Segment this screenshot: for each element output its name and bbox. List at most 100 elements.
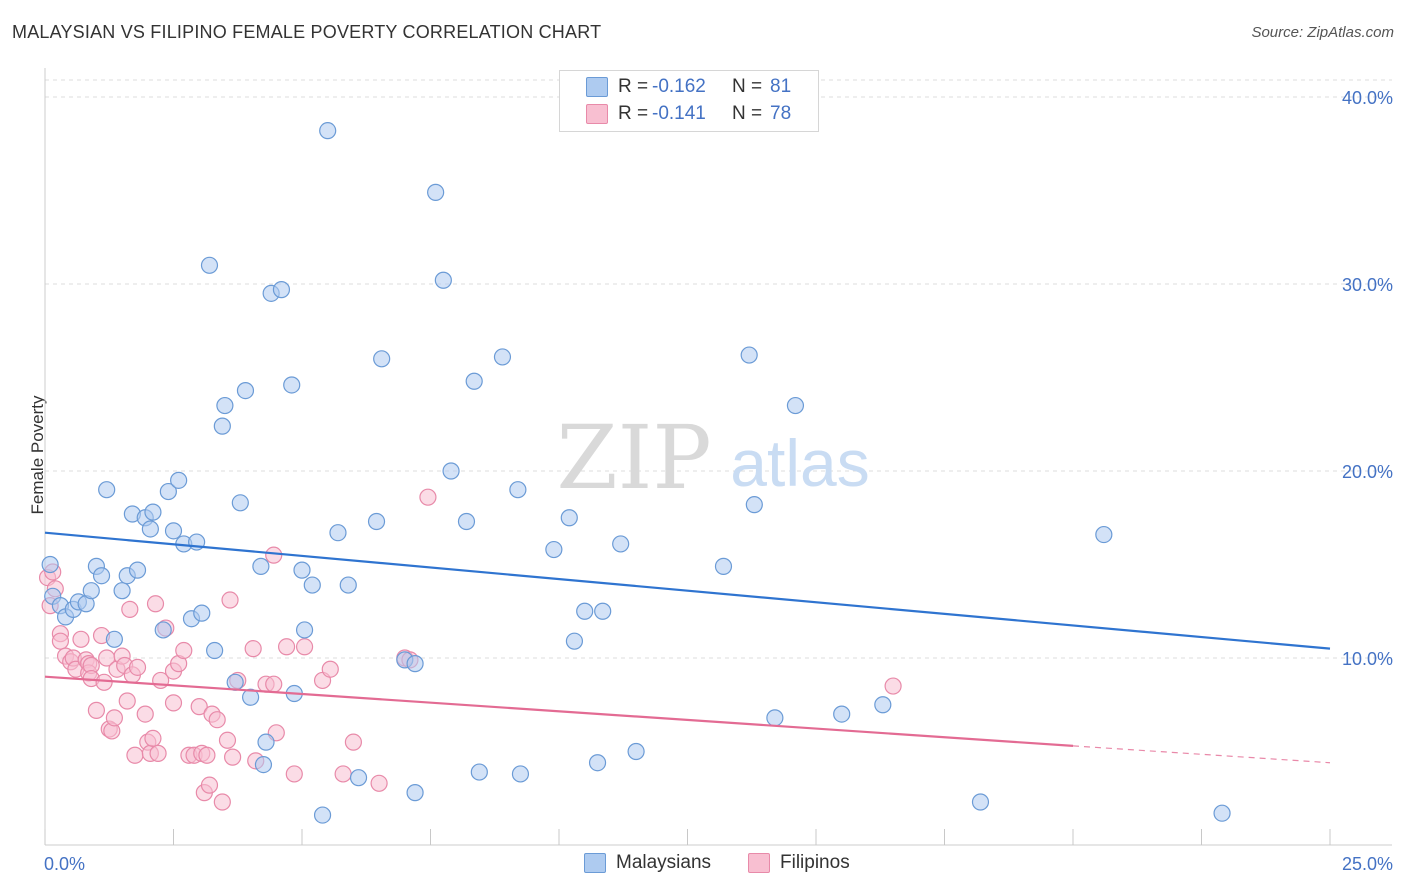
malaysians-point xyxy=(367,512,386,531)
y-tick-label: 40.0% xyxy=(1342,88,1393,108)
tick-labels: 10.0% 20.0% 30.0% 40.0% 0.0% 25.0% xyxy=(44,88,1393,874)
malaysians-point xyxy=(193,604,211,622)
malaysians-point xyxy=(373,350,391,368)
filipinos-point xyxy=(144,729,162,748)
malaysians-point xyxy=(141,520,159,538)
malaysians-point xyxy=(200,256,219,274)
filipinos-point xyxy=(370,774,388,792)
malaysians-point xyxy=(560,509,578,527)
filipinos-points xyxy=(38,488,902,811)
malaysians-point xyxy=(92,567,111,585)
filipinos-point xyxy=(884,677,902,695)
malaysians-point xyxy=(231,494,249,512)
y-tick-label: 10.0% xyxy=(1342,649,1393,669)
filipinos-point xyxy=(344,733,362,751)
filipinos-point xyxy=(136,705,154,723)
malaysians-point xyxy=(1213,804,1231,822)
filipinos-point xyxy=(164,694,183,712)
malaysians-point xyxy=(128,561,147,579)
filipinos-point xyxy=(200,776,219,794)
malaysians-point xyxy=(206,641,224,660)
malaysians-trend-line xyxy=(44,531,1331,650)
filipinos-point xyxy=(208,711,226,729)
filipinos-point xyxy=(175,641,193,660)
malaysians-point xyxy=(545,540,563,559)
correlation-legend: R = -0.162 N = 81 R = -0.141 N = 78 xyxy=(559,70,819,132)
malaysians-point xyxy=(406,655,424,673)
malaysians-point xyxy=(293,561,311,579)
malaysians-point xyxy=(766,709,784,727)
malaysians-point xyxy=(786,396,805,415)
legend-n-label: N = xyxy=(732,103,763,124)
malaysians-point xyxy=(113,582,131,600)
malaysians-point xyxy=(272,281,291,299)
malaysians-point xyxy=(442,462,460,480)
malaysians-point xyxy=(329,524,347,542)
legend-n-label: N = xyxy=(732,76,763,97)
malaysians-point xyxy=(509,481,527,499)
filipinos-point xyxy=(213,793,231,811)
malaysians-point xyxy=(252,557,270,575)
legend-item-filipinos[interactable]: Filipinos xyxy=(748,852,850,874)
filipinos-point xyxy=(265,675,283,693)
filipinos-point xyxy=(295,638,314,656)
malaysians-point xyxy=(339,576,357,594)
filipinos-point xyxy=(218,731,237,749)
malaysians-point xyxy=(588,754,607,772)
malaysians-point xyxy=(164,522,183,540)
filipinos-point xyxy=(72,630,90,648)
malaysians-point xyxy=(105,630,123,648)
x-tick-label: 25.0% xyxy=(1342,854,1393,874)
malaysians-point xyxy=(257,733,275,751)
legend-r-label: R = xyxy=(618,103,649,124)
malaysians-point xyxy=(313,806,332,824)
filipinos-point xyxy=(334,765,352,783)
filipinos-trend-extension xyxy=(1072,745,1331,764)
legend-label-malaysians: Malaysians xyxy=(616,852,712,873)
malaysians-points xyxy=(41,122,1231,824)
malaysians-point xyxy=(82,582,100,600)
malaysians-point xyxy=(170,471,188,489)
legend-swatch-filipinos xyxy=(586,104,608,124)
filipinos-point xyxy=(87,701,106,719)
malaysians-point xyxy=(226,673,244,691)
filipinos-point xyxy=(221,591,239,609)
malaysians-point xyxy=(565,632,584,650)
malaysians-point xyxy=(98,481,116,499)
filipinos-point xyxy=(51,632,70,650)
malaysians-point xyxy=(457,512,476,531)
malaysians-point xyxy=(144,503,162,521)
malaysians-point xyxy=(319,122,337,140)
filipinos-point xyxy=(419,488,437,506)
chart-title: MALAYSIAN VS FILIPINO FEMALE POVERTY COR… xyxy=(12,22,602,42)
legend-n-value: 81 xyxy=(770,76,792,97)
malaysians-point xyxy=(714,557,733,575)
malaysians-point xyxy=(627,742,645,761)
malaysians-point xyxy=(745,496,763,514)
filipinos-point xyxy=(285,765,303,783)
filipinos-point xyxy=(244,640,262,658)
trend-lines xyxy=(44,531,1331,764)
legend-n-value: 78 xyxy=(770,103,792,124)
malaysians-point xyxy=(434,271,452,289)
malaysians-point xyxy=(511,765,530,783)
filipinos-point xyxy=(277,638,296,656)
malaysians-point xyxy=(254,755,273,774)
y-tick-label: 20.0% xyxy=(1342,462,1393,482)
malaysians-point xyxy=(406,784,424,802)
malaysians-point xyxy=(295,621,314,639)
legend-swatch-malaysians xyxy=(586,77,608,97)
filipinos-point xyxy=(121,600,139,618)
legend-item-malaysians[interactable]: Malaysians xyxy=(584,852,711,874)
filipinos-point xyxy=(95,673,113,691)
legend-r-value: -0.141 xyxy=(652,103,706,124)
malaysians-point xyxy=(216,396,234,415)
filipinos-point xyxy=(118,692,136,710)
malaysians-point xyxy=(427,183,445,201)
malaysians-point xyxy=(154,621,172,639)
malaysians-point xyxy=(971,793,990,811)
chart-source: Source: ZipAtlas.com xyxy=(1251,24,1394,41)
axes xyxy=(44,68,1392,846)
filipinos-point xyxy=(321,660,339,678)
filipinos-point xyxy=(224,748,242,766)
